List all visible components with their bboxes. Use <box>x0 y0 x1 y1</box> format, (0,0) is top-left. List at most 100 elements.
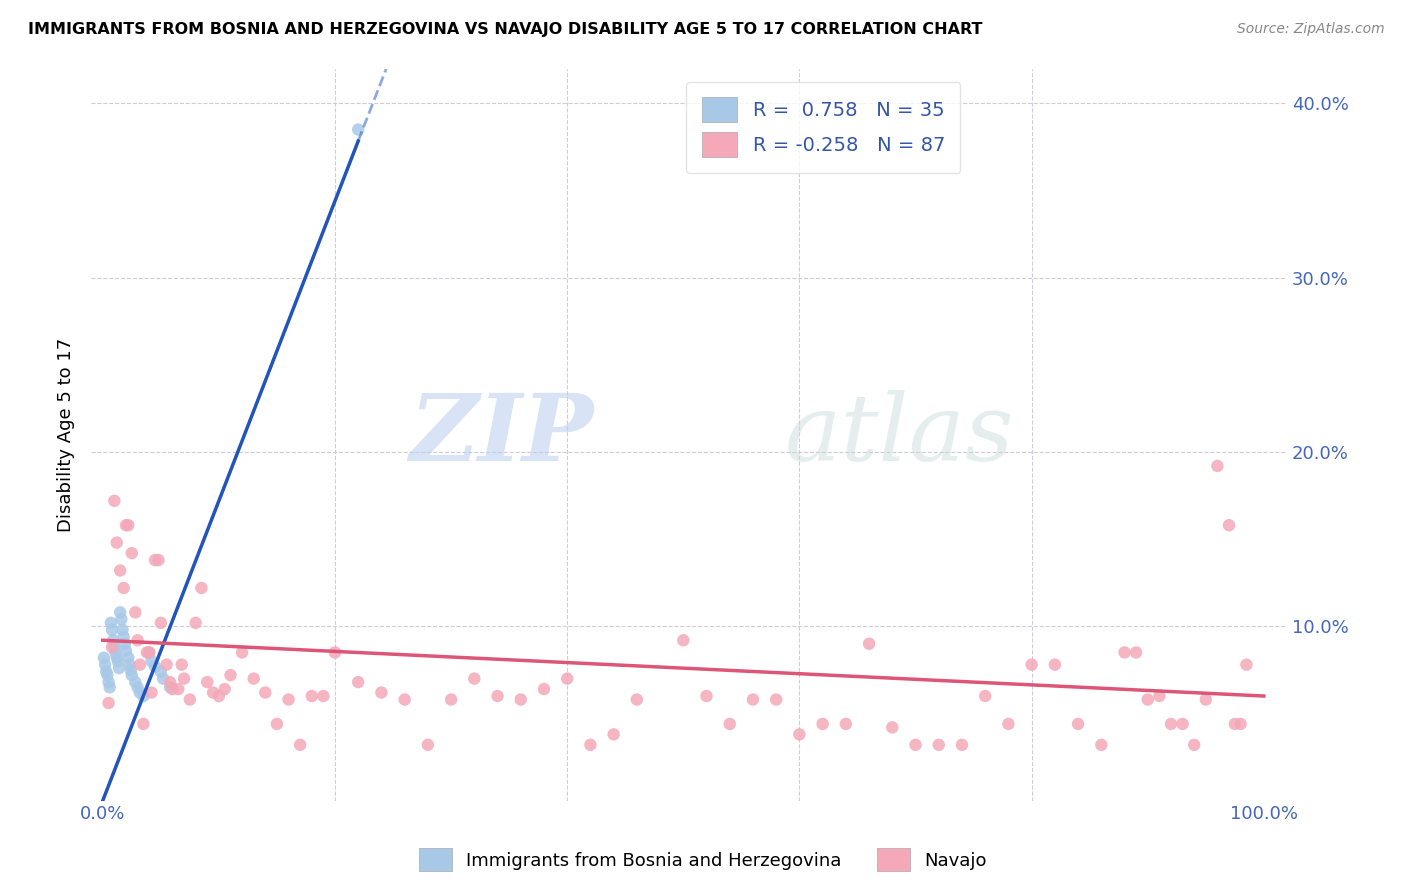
Point <box>108 661 131 675</box>
Point <box>742 692 765 706</box>
Point <box>811 717 834 731</box>
Point <box>105 535 128 549</box>
Point <box>1090 738 1112 752</box>
Point <box>120 663 142 677</box>
Point <box>104 645 127 659</box>
Point <box>242 672 264 686</box>
Point <box>105 650 128 665</box>
Point <box>101 640 124 655</box>
Point <box>440 692 463 706</box>
Point <box>1229 717 1251 731</box>
Text: IMMIGRANTS FROM BOSNIA AND HERZEGOVINA VS NAVAJO DISABILITY AGE 5 TO 17 CORRELAT: IMMIGRANTS FROM BOSNIA AND HERZEGOVINA V… <box>28 22 983 37</box>
Point <box>928 738 950 752</box>
Point <box>124 675 146 690</box>
Point <box>103 493 125 508</box>
Point <box>416 738 439 752</box>
Point <box>129 685 152 699</box>
Point <box>173 672 195 686</box>
Point <box>394 692 416 706</box>
Point <box>121 668 143 682</box>
Point <box>1206 458 1229 473</box>
Point <box>323 645 346 659</box>
Point <box>858 637 880 651</box>
Point <box>347 122 370 136</box>
Point <box>179 692 201 706</box>
Point <box>789 727 811 741</box>
Point <box>190 581 212 595</box>
Point <box>129 657 152 672</box>
Legend: R =  0.758   N = 35, R = -0.258   N = 87: R = 0.758 N = 35, R = -0.258 N = 87 <box>686 82 960 173</box>
Point <box>288 738 311 752</box>
Point <box>463 672 485 686</box>
Point <box>1182 738 1205 752</box>
Point <box>626 692 648 706</box>
Point <box>112 630 135 644</box>
Point <box>904 738 927 752</box>
Point <box>202 685 225 699</box>
Point <box>103 640 125 655</box>
Point <box>347 675 370 690</box>
Point <box>277 692 299 706</box>
Point <box>96 668 118 682</box>
Point <box>143 659 166 673</box>
Point <box>111 623 134 637</box>
Point <box>555 672 578 686</box>
Legend: Immigrants from Bosnia and Herzegovina, Navajo: Immigrants from Bosnia and Herzegovina, … <box>412 841 994 879</box>
Point <box>1236 657 1258 672</box>
Point <box>124 606 146 620</box>
Point <box>97 696 120 710</box>
Point <box>135 645 157 659</box>
Point <box>114 637 136 651</box>
Point <box>100 615 122 630</box>
Point <box>1043 657 1066 672</box>
Point <box>127 633 149 648</box>
Point <box>1171 717 1194 731</box>
Point <box>149 665 172 679</box>
Point <box>602 727 624 741</box>
Point <box>950 738 973 752</box>
Point <box>208 689 231 703</box>
Point <box>835 717 858 731</box>
Point <box>108 564 131 578</box>
Text: atlas: atlas <box>785 390 1014 480</box>
Point <box>214 681 236 696</box>
Point <box>312 689 335 703</box>
Point <box>1021 657 1043 672</box>
Point <box>509 692 531 706</box>
Point <box>141 685 163 699</box>
Point <box>718 717 741 731</box>
Point <box>1136 692 1159 706</box>
Point <box>96 665 118 679</box>
Point <box>156 657 179 672</box>
Point <box>101 623 124 637</box>
Point <box>93 650 115 665</box>
Point <box>152 672 174 686</box>
Point <box>219 668 242 682</box>
Point <box>108 606 131 620</box>
Point <box>107 654 129 668</box>
Point <box>231 645 253 659</box>
Point <box>672 633 695 648</box>
Point <box>1067 717 1090 731</box>
Point <box>127 681 149 695</box>
Point <box>184 615 207 630</box>
Point <box>486 689 509 703</box>
Point <box>117 650 139 665</box>
Point <box>170 657 193 672</box>
Point <box>138 645 160 659</box>
Point <box>132 717 155 731</box>
Point <box>97 675 120 690</box>
Point <box>115 518 138 533</box>
Point <box>149 615 172 630</box>
Point <box>1125 645 1147 659</box>
Point <box>1223 717 1246 731</box>
Point <box>110 612 132 626</box>
Point <box>141 654 163 668</box>
Point <box>118 657 141 672</box>
Point <box>121 546 143 560</box>
Text: Source: ZipAtlas.com: Source: ZipAtlas.com <box>1237 22 1385 37</box>
Point <box>159 675 181 690</box>
Point <box>997 717 1019 731</box>
Point <box>115 643 138 657</box>
Point <box>1160 717 1182 731</box>
